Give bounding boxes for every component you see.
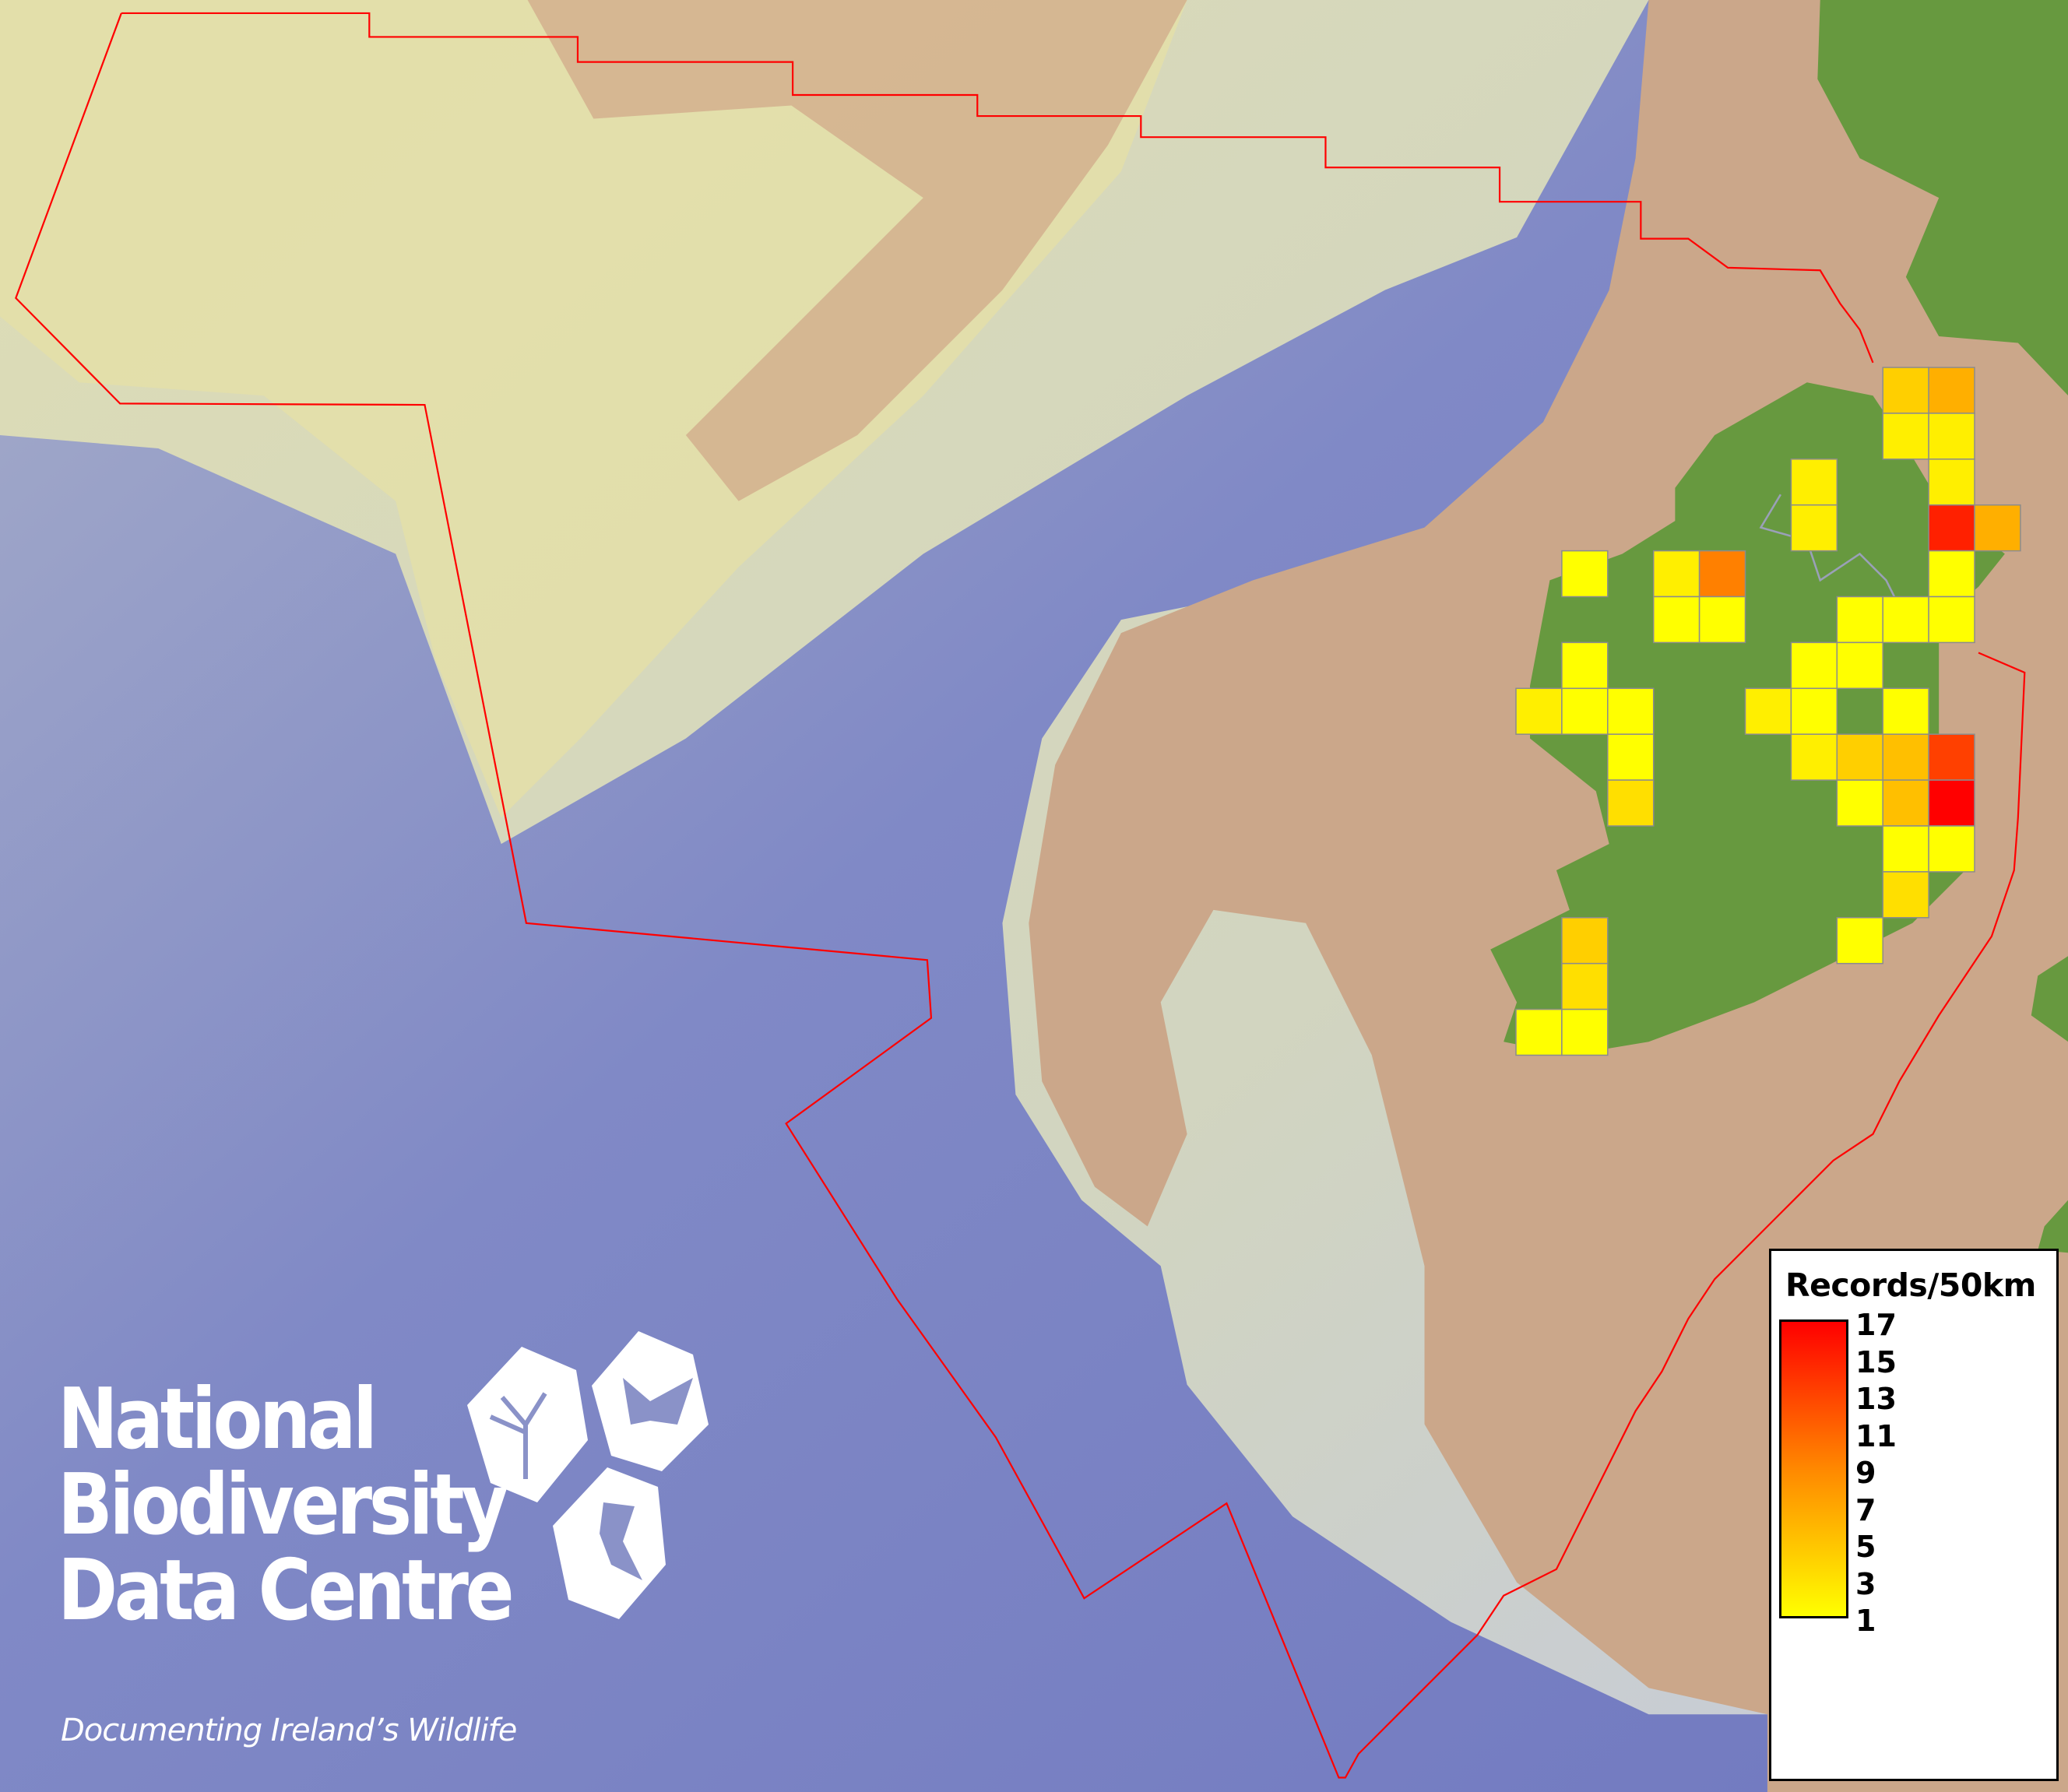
grid-cell xyxy=(1515,1008,1563,1056)
grid-cell xyxy=(1882,596,1929,644)
grid-cell xyxy=(1607,733,1655,781)
legend-tick-label: 11 xyxy=(1855,1418,1897,1453)
grid-cell xyxy=(1698,550,1746,598)
legend-tick-label: 17 xyxy=(1855,1308,1897,1342)
grid-cell xyxy=(1698,596,1746,644)
boundary-line-south xyxy=(15,12,2026,1779)
legend-tick-label: 7 xyxy=(1855,1492,1876,1527)
grid-cell xyxy=(1836,917,1883,965)
grid-cell xyxy=(1882,871,1929,919)
legend-tick-label: 9 xyxy=(1855,1456,1876,1490)
grid-cell xyxy=(1790,733,1838,781)
grid-cell xyxy=(1974,504,2021,552)
grid-cell xyxy=(1928,550,1975,598)
wales-land xyxy=(2031,956,2068,1253)
grid-cell xyxy=(1836,733,1883,781)
legend-tick-label: 3 xyxy=(1855,1566,1876,1601)
grid-cell xyxy=(1607,779,1655,827)
river-border-line xyxy=(1759,494,1901,607)
boundary-line xyxy=(121,12,1874,364)
grid-cell xyxy=(1561,550,1609,598)
logo-hexagons-icon xyxy=(467,1331,709,1619)
grid-cell xyxy=(1836,641,1883,690)
grid-cell xyxy=(1790,504,1838,552)
logo-text-national: National xyxy=(58,1371,378,1468)
grid-cell xyxy=(1928,596,1975,644)
grid-cell xyxy=(1882,367,1929,414)
grid-cell xyxy=(1561,962,1609,1010)
grid-cell xyxy=(1928,825,1975,873)
logo-text-biodiversity: Biodiversity xyxy=(58,1456,508,1554)
legend: Records/50km 17 15 13 11 9 7 5 3 1 xyxy=(1769,1249,2059,1781)
legend-tick-label: 5 xyxy=(1855,1530,1876,1564)
logo-tagline: Documenting Ireland’s Wildlife xyxy=(61,1713,517,1748)
grid-cell xyxy=(1928,733,1975,781)
grid-cell xyxy=(1836,596,1883,644)
shelf-yellow xyxy=(0,0,1187,818)
records-grid xyxy=(1515,367,2021,1056)
grid-cell xyxy=(1928,504,1975,552)
grid-cell xyxy=(1882,687,1929,735)
grid-cell xyxy=(1744,687,1792,735)
grid-cell xyxy=(1607,687,1655,735)
grid-cell xyxy=(1882,733,1929,781)
grid-cell xyxy=(1882,413,1929,460)
legend-title: Records/50km xyxy=(1785,1267,2036,1304)
grid-cell xyxy=(1928,367,1975,414)
grid-cell xyxy=(1928,779,1975,827)
legend-color-ramp xyxy=(1779,1319,1848,1618)
grid-cell xyxy=(1652,596,1700,644)
grid-cell xyxy=(1928,459,1975,506)
great-britain-land xyxy=(1817,0,2068,395)
grid-cell xyxy=(1515,687,1563,735)
grid-cell xyxy=(1561,917,1609,965)
grid-cell xyxy=(1561,641,1609,690)
grid-cell xyxy=(1561,687,1609,735)
bank-tan xyxy=(527,0,1187,501)
legend-tick-label: 13 xyxy=(1855,1382,1897,1416)
grid-cell xyxy=(1790,687,1838,735)
grid-cell xyxy=(1836,779,1883,827)
legend-tick-label: 1 xyxy=(1855,1604,1876,1638)
grid-cell xyxy=(1882,779,1929,827)
grid-cell xyxy=(1790,641,1838,690)
legend-tick-label: 15 xyxy=(1855,1344,1897,1379)
grid-cell xyxy=(1652,550,1700,598)
logo-text-data-centre: Data Centre xyxy=(58,1542,515,1639)
grid-cell xyxy=(1928,413,1975,460)
grid-cell xyxy=(1790,459,1838,506)
grid-cell xyxy=(1561,1008,1609,1056)
grid-cell xyxy=(1882,825,1929,873)
